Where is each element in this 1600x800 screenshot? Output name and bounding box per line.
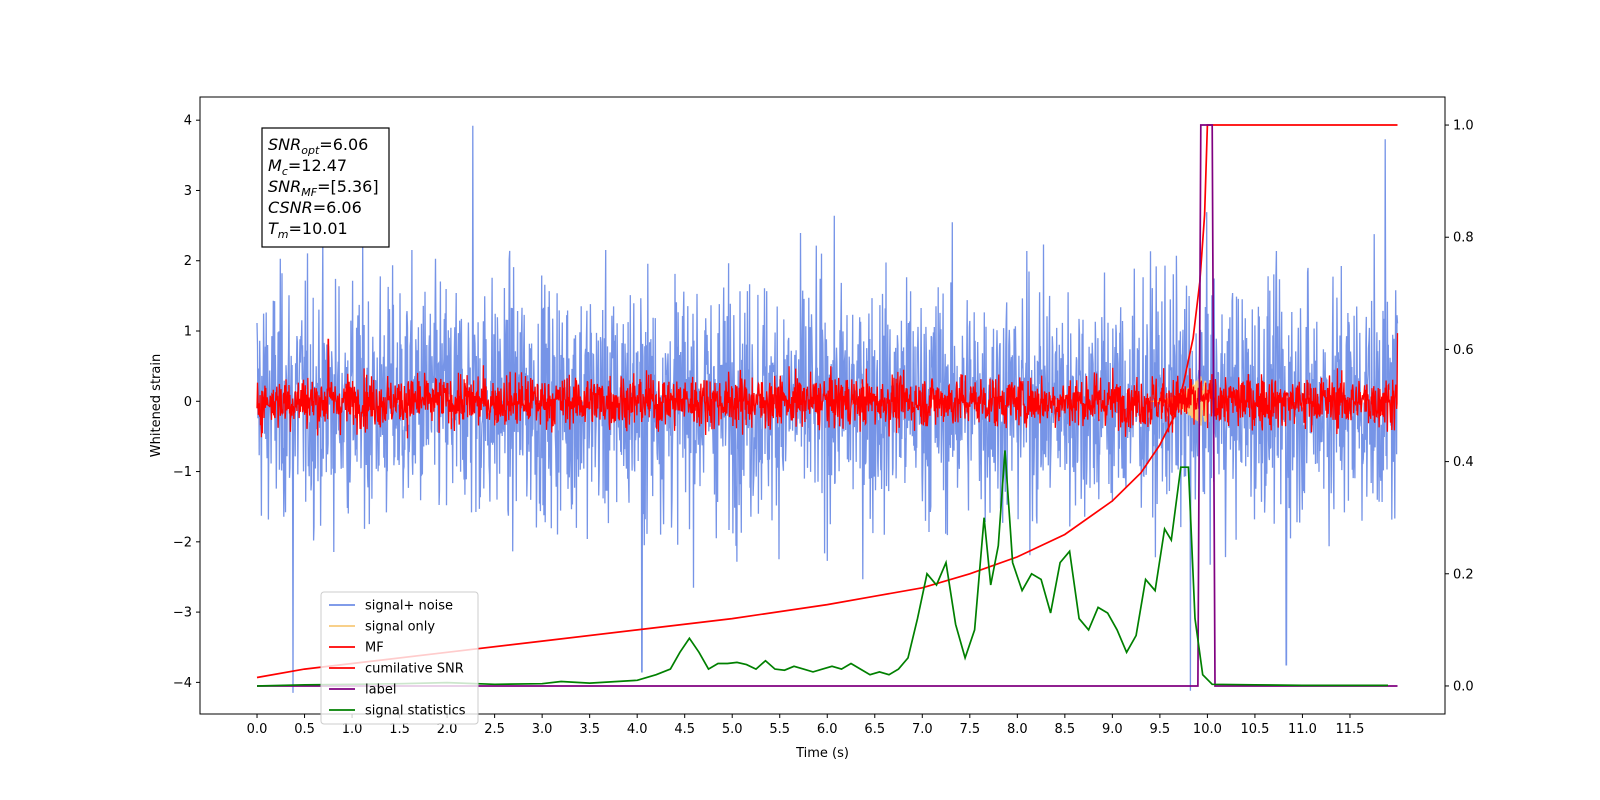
legend-frame	[320, 591, 479, 725]
y-left-tick-label: 0	[184, 395, 192, 410]
x-tick-label: 0.5	[294, 722, 315, 737]
annotation-value: =[5.36]	[317, 177, 379, 196]
annotation-line: SNRMF=[5.36]	[268, 177, 379, 199]
annotation-value: =12.47	[288, 156, 347, 175]
legend-label: signal+ noise	[365, 599, 453, 614]
annotation-box: SNRopt=6.06Mc=12.47SNRMF=[5.36]CSNR=6.06…	[261, 127, 390, 248]
y-left-tick-label: 4	[184, 114, 192, 129]
x-tick-label: 3.0	[532, 722, 553, 737]
x-tick-label: 11.0	[1288, 722, 1317, 737]
y-left-tick-label: −2	[173, 535, 192, 550]
y-right-tick-label: 0.8	[1453, 231, 1474, 246]
legend-label: signal statistics	[365, 704, 466, 719]
y-left-tick-label: 1	[184, 325, 192, 340]
y-left-tick-label: −4	[173, 676, 192, 691]
x-tick-label: 3.5	[579, 722, 600, 737]
y-right-tick-label: 0.4	[1453, 455, 1474, 470]
x-tick-label: 5.0	[722, 722, 743, 737]
y-left-tick-label: −1	[173, 465, 192, 480]
legend-label: signal only	[365, 620, 435, 635]
x-tick-label: 4.5	[674, 722, 695, 737]
x-tick-label: 5.5	[769, 722, 790, 737]
annotation-line: CSNR=6.06	[268, 198, 362, 217]
x-tick-label: 9.0	[1102, 722, 1123, 737]
x-tick-label: 9.5	[1150, 722, 1171, 737]
annotation-frame	[261, 127, 390, 248]
x-tick-label: 2.0	[437, 722, 458, 737]
y-axis-title: Whitened strain	[149, 354, 164, 457]
annotation-subscript: MF	[301, 186, 317, 199]
x-tick-label: 10.0	[1193, 722, 1222, 737]
x-axis-title: Time (s)	[795, 746, 849, 761]
annotation-subscript: c	[282, 165, 288, 178]
y-axis-right: 1.0 0.8 0.6 0.4 0.2 0.0	[1445, 119, 1474, 694]
annotation-line: SNRopt=6.06	[268, 135, 368, 157]
series-line-4	[257, 124, 1398, 687]
x-tick-label: 8.0	[1007, 722, 1028, 737]
annotation-symbol: M	[268, 156, 282, 175]
y-right-tick-label: 1.0	[1453, 119, 1474, 134]
x-tick-label: 8.5	[1055, 722, 1076, 737]
y-left-tick-label: −3	[173, 606, 192, 621]
series-line-2	[256, 333, 1399, 439]
annotation-value: =10.01	[289, 219, 348, 238]
annotation-subscript: m	[278, 228, 289, 241]
x-tick-label: 4.0	[627, 722, 648, 737]
legend-label: label	[365, 683, 396, 698]
series-line-3	[256, 124, 1398, 679]
annotation-subscript: opt	[301, 144, 320, 157]
annotation-value: =6.06	[319, 135, 368, 154]
x-tick-label: 1.0	[342, 722, 363, 737]
annotation-symbol: T	[268, 219, 279, 238]
x-tick-label: 0.0	[247, 722, 268, 737]
annotation-symbol: SNR	[268, 135, 301, 154]
x-axis: 0.0 0.5 1.0 1.5 2.0 2.5 3.0 3.5 4.0 4.5 5.0 5.5 6.0 6…	[247, 714, 1364, 737]
annotation-line: Mc=12.47	[268, 156, 347, 178]
y-right-tick-label: 0.6	[1453, 343, 1474, 358]
x-tick-label: 6.0	[817, 722, 838, 737]
x-tick-label: 1.5	[389, 722, 410, 737]
y-axis-left: 4 3 2 1 0 −1 −2 −3 −4	[173, 114, 200, 691]
annotation-line: Tm=10.01	[268, 219, 348, 241]
x-tick-label: 7.5	[959, 722, 980, 737]
x-tick-label: 2.5	[484, 722, 505, 737]
x-tick-label: 7.0	[912, 722, 933, 737]
y-left-tick-label: 3	[184, 184, 192, 199]
y-left-tick-label: 2	[184, 254, 192, 269]
y-right-tick-label: 0.2	[1453, 567, 1474, 582]
x-tick-label: 6.5	[864, 722, 885, 737]
annotation-symbol: SNR	[268, 177, 301, 196]
y-right-tick-label: 0.0	[1453, 679, 1474, 694]
legend: signal+ noise signal only MF cumilative SNR…	[320, 591, 479, 725]
annotation-symbol: CSNR	[268, 198, 313, 217]
series-line-5	[256, 450, 1388, 687]
annotation-value: =6.06	[313, 198, 362, 217]
x-tick-label: 10.5	[1240, 722, 1269, 737]
x-tick-label: 11.5	[1335, 722, 1364, 737]
plot-content	[256, 124, 1399, 693]
legend-label: MF	[365, 641, 384, 656]
plot-frame	[199, 96, 1446, 715]
legend-label: cumilative SNR	[365, 662, 464, 677]
